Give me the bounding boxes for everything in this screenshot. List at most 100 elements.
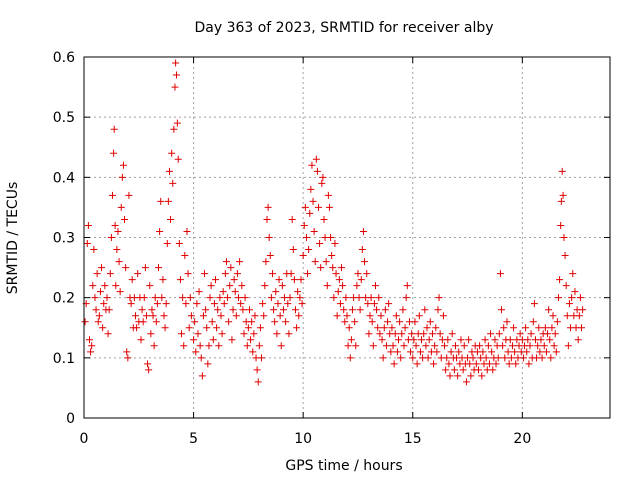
data-point — [393, 348, 401, 356]
data-point — [241, 294, 249, 302]
data-point — [138, 306, 146, 314]
data-point — [272, 288, 280, 296]
data-point — [529, 318, 537, 326]
data-point — [579, 306, 587, 314]
data-point — [217, 312, 225, 320]
data-point — [496, 270, 504, 278]
data-point — [369, 342, 377, 350]
data-point — [373, 306, 381, 314]
data-point — [282, 318, 290, 326]
data-point — [491, 336, 499, 344]
data-point — [181, 252, 189, 260]
data-point — [277, 342, 285, 350]
data-point — [317, 264, 325, 272]
data-point — [101, 282, 109, 290]
data-point — [488, 348, 496, 356]
data-point — [161, 324, 169, 332]
data-point — [392, 312, 400, 320]
data-point — [385, 300, 393, 308]
data-point — [294, 288, 302, 296]
data-point — [203, 324, 211, 332]
data-point — [353, 282, 361, 290]
data-point — [538, 354, 546, 362]
data-point — [563, 312, 571, 320]
data-point — [274, 300, 282, 308]
data-point — [215, 342, 223, 350]
data-point — [377, 312, 385, 320]
data-point — [422, 342, 430, 350]
data-point — [492, 360, 500, 368]
data-point — [159, 276, 167, 284]
data-point — [439, 312, 447, 320]
data-point — [390, 360, 398, 368]
data-point — [307, 185, 315, 193]
data-point — [364, 300, 372, 308]
data-point — [318, 179, 326, 187]
data-point — [117, 203, 125, 211]
data-point — [568, 294, 576, 302]
data-point — [330, 294, 338, 302]
data-point — [239, 306, 247, 314]
data-point — [542, 348, 550, 356]
data-point — [105, 306, 113, 314]
x-tick-label: 20 — [513, 431, 531, 447]
data-point — [258, 354, 266, 362]
data-point — [426, 318, 434, 326]
data-point — [334, 288, 342, 296]
data-point — [304, 270, 312, 278]
data-point — [278, 282, 286, 290]
data-point — [165, 167, 173, 175]
axis-ticks: 0 0.1 0.2 0.3 0.4 0.5 0.6 0 5 10 15 20 — [53, 50, 610, 447]
data-point — [352, 342, 360, 350]
data-point — [448, 330, 456, 338]
data-point — [250, 330, 258, 338]
data-point — [87, 348, 95, 356]
data-point — [253, 366, 261, 374]
data-point — [271, 318, 279, 326]
y-tick-label: 0.4 — [53, 170, 75, 186]
y-tick-label: 0 — [66, 411, 75, 427]
data-point — [418, 336, 426, 344]
data-point — [132, 312, 140, 320]
data-point — [291, 306, 299, 314]
data-point — [569, 270, 577, 278]
data-point — [284, 300, 292, 308]
data-point — [152, 318, 160, 326]
data-point — [247, 336, 255, 344]
data-point — [236, 258, 244, 266]
data-point — [140, 294, 148, 302]
data-point — [104, 330, 112, 338]
data-point — [115, 258, 123, 266]
data-point — [221, 270, 229, 278]
data-point — [145, 366, 153, 374]
data-point — [134, 270, 142, 278]
data-point — [265, 234, 273, 241]
data-point — [266, 252, 274, 260]
data-point — [546, 336, 554, 344]
data-point — [499, 342, 507, 350]
data-point — [279, 306, 287, 314]
data-point — [479, 348, 487, 356]
data-point — [506, 336, 514, 344]
data-point — [536, 348, 544, 356]
data-point — [227, 264, 235, 272]
data-point — [226, 282, 234, 290]
data-point — [222, 258, 230, 266]
data-point — [430, 360, 438, 368]
data-point — [93, 270, 101, 278]
data-point — [94, 318, 102, 326]
data-point — [459, 366, 467, 374]
data-point — [370, 300, 378, 308]
data-point — [293, 324, 301, 332]
data-point — [351, 318, 359, 326]
data-point — [348, 306, 356, 314]
data-point — [396, 318, 404, 326]
data-point — [273, 330, 281, 338]
data-point — [578, 324, 586, 332]
data-point — [315, 203, 323, 211]
data-point — [238, 282, 246, 290]
data-point — [186, 294, 194, 302]
data-point — [347, 336, 355, 344]
data-point — [100, 300, 108, 308]
data-point — [164, 197, 172, 205]
